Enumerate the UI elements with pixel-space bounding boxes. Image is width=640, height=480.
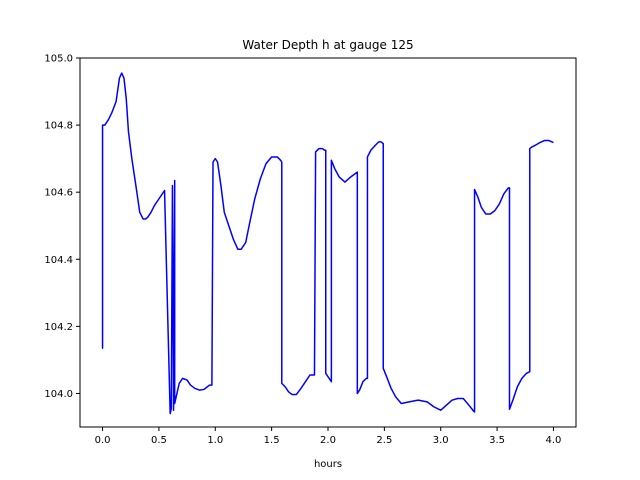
y-tick-label: 104.8 xyxy=(44,121,73,132)
plot-area xyxy=(80,58,576,427)
x-tick-label: 3.5 xyxy=(489,435,505,446)
y-tick-label: 104.6 xyxy=(44,188,73,199)
x-axis-label: hours xyxy=(314,459,342,470)
y-tick-label: 104.0 xyxy=(44,389,73,400)
series-layer xyxy=(101,72,554,415)
series-line xyxy=(101,72,554,415)
x-tick-label: 4.0 xyxy=(546,435,562,446)
x-tick-label: 3.0 xyxy=(433,435,449,446)
y-tick-label: 104.4 xyxy=(44,255,73,266)
ticks-layer: 0.0 0.5 1.0 1.5 2.0 2.5 3.0 3.5 4.0 104.0 104.2 104… xyxy=(44,54,561,447)
chart-title: Water Depth h at gauge 125 xyxy=(242,38,413,52)
y-tick-label: 104.2 xyxy=(44,322,73,333)
x-tick-label: 2.5 xyxy=(376,435,392,446)
x-tick-label: 0.5 xyxy=(151,435,167,446)
x-tick-label: 2.0 xyxy=(320,435,336,446)
x-tick-label: 0.0 xyxy=(95,435,111,446)
y-tick-label: 105.0 xyxy=(44,54,73,65)
x-tick-label: 1.0 xyxy=(207,435,223,446)
plot-frame xyxy=(79,57,577,428)
x-tick-label: 1.5 xyxy=(264,435,280,446)
